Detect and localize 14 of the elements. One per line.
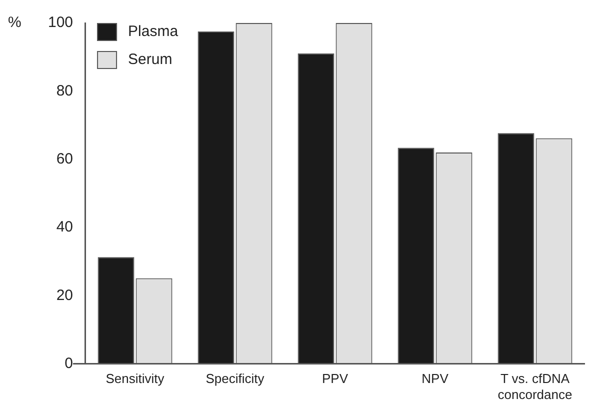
x-tick-label: NPV [422,371,449,386]
x-tick-label: PPV [322,371,348,386]
y-tick-label: 60 [56,150,74,168]
y-tick-label: 40 [56,218,74,236]
x-tick-label: Sensitivity [106,371,165,386]
x-tick-label: Specificity [206,371,265,386]
y-tick-label: 20 [56,286,74,304]
legend-label: Plasma [128,23,179,40]
y-tick-label: 0 [64,354,74,372]
y-tick-label: 80 [56,82,74,100]
legend-label: Serum [128,51,172,68]
x-tick-label: T vs. cfDNA concordance [498,371,572,402]
y-tick-label: 100 [48,14,74,32]
y-axis-title: % [8,14,22,32]
